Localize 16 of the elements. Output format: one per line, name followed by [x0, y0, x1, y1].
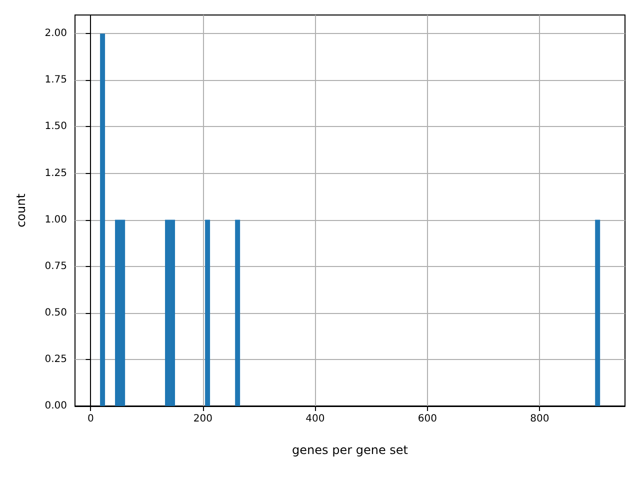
y-tick-label: 0.25 [44, 354, 67, 365]
y-tick-label: 0.00 [44, 400, 67, 412]
y-tick-label: 1.50 [44, 121, 67, 132]
y-tick-label: 0.50 [44, 307, 67, 318]
x-tick-label: 200 [193, 414, 213, 424]
x-tick-label: 0 [88, 414, 94, 424]
y-tick-label: 1.25 [44, 168, 67, 179]
x-tick-label: 400 [306, 414, 325, 424]
y-axis-title: count [14, 193, 28, 228]
y-tick-label: 1.75 [44, 74, 67, 86]
y-tick-label: 0.75 [44, 260, 67, 272]
x-tick-label: 600 [418, 414, 437, 424]
x-tick-label: 800 [530, 414, 550, 424]
x-axis-title: genes per gene set [292, 443, 408, 457]
y-tick-label: 1.00 [44, 214, 67, 226]
y-tick-label: 2.00 [44, 28, 67, 40]
